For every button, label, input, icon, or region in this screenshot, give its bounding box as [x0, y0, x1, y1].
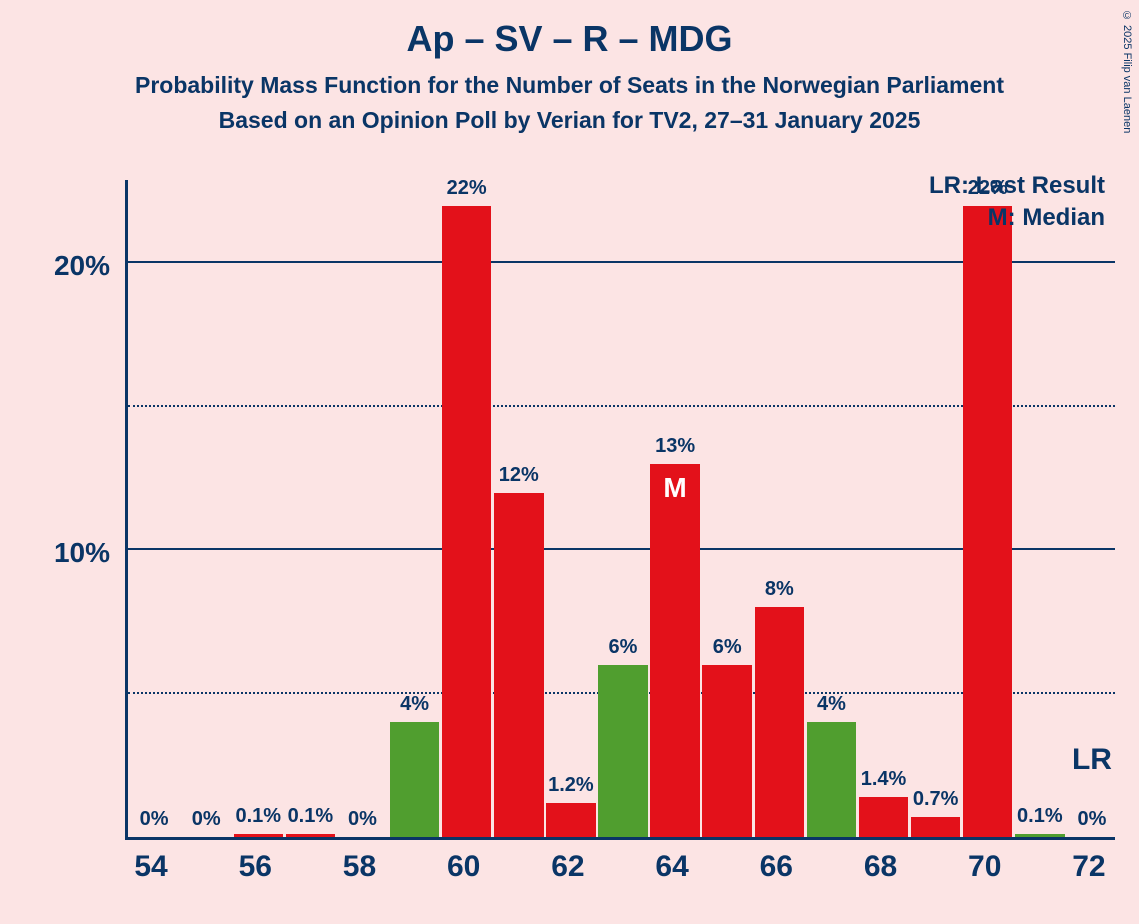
bar — [286, 834, 336, 837]
chart-area: 0% 0% 0.1% 0.1% 0% 4% 22% 12% 1.2% 6% 13% M 6% 8% 4% 1.… — [125, 180, 1115, 840]
bar-value-label: 6% — [713, 636, 742, 659]
title-block: Ap – SV – R – MDG Probability Mass Funct… — [0, 0, 1139, 134]
x-tick-label: 70 — [968, 850, 1001, 884]
chart-subtitle-1: Probability Mass Function for the Number… — [0, 72, 1139, 99]
bar-value-label: 1.2% — [548, 774, 594, 797]
bar — [911, 817, 961, 837]
chart-subtitle-2: Based on an Opinion Poll by Verian for T… — [0, 107, 1139, 134]
y-tick-label: 20% — [54, 250, 110, 282]
bar-value-label: 8% — [765, 578, 794, 601]
bar-value-label: 0.1% — [288, 805, 334, 828]
bar-value-label: 13% — [655, 435, 695, 458]
bar — [755, 607, 805, 837]
bar-value-label: 6% — [609, 636, 638, 659]
bar-value-label: 22% — [447, 177, 487, 200]
x-tick-label: 60 — [447, 850, 480, 884]
bar-value-label: 0.7% — [913, 788, 959, 811]
y-tick-label: 10% — [54, 537, 110, 569]
bar — [650, 464, 700, 837]
bar-value-label: 0.1% — [1017, 805, 1063, 828]
bar — [1015, 834, 1065, 837]
bar-value-label: 12% — [499, 464, 539, 487]
lr-marker: LR — [1072, 743, 1112, 777]
bar-value-label: 4% — [400, 693, 429, 716]
bar — [807, 722, 857, 837]
bar-value-label: 0% — [140, 808, 169, 831]
x-tick-label: 64 — [655, 850, 688, 884]
bar-value-label: 0.1% — [235, 805, 281, 828]
bar — [598, 665, 648, 837]
x-tick-label: 58 — [343, 850, 376, 884]
bar-value-label: 0% — [192, 808, 221, 831]
legend-lr: LR: Last Result — [929, 172, 1105, 200]
median-marker: M — [663, 472, 686, 504]
bar — [546, 803, 596, 837]
bar — [494, 493, 544, 837]
x-tick-label: 62 — [551, 850, 584, 884]
bar — [390, 722, 440, 837]
bar-value-label: 0% — [348, 808, 377, 831]
x-tick-label: 66 — [760, 850, 793, 884]
copyright-text: © 2025 Filip van Laenen — [1121, 10, 1133, 133]
bar-value-label: 1.4% — [861, 768, 907, 791]
x-tick-label: 56 — [239, 850, 272, 884]
bar — [234, 834, 284, 837]
legend-m: M: Median — [988, 204, 1105, 232]
x-tick-label: 54 — [134, 850, 167, 884]
x-tick-label: 72 — [1072, 850, 1105, 884]
bar — [442, 206, 492, 837]
bar-value-label: 4% — [817, 693, 846, 716]
bar — [963, 206, 1013, 837]
chart-title: Ap – SV – R – MDG — [0, 18, 1139, 60]
plot-region: 0% 0% 0.1% 0.1% 0% 4% 22% 12% 1.2% 6% 13% M 6% 8% 4% 1.… — [125, 180, 1115, 840]
bar — [859, 797, 909, 837]
x-tick-label: 68 — [864, 850, 897, 884]
bar — [702, 665, 752, 837]
bar-value-label: 0% — [1077, 808, 1106, 831]
